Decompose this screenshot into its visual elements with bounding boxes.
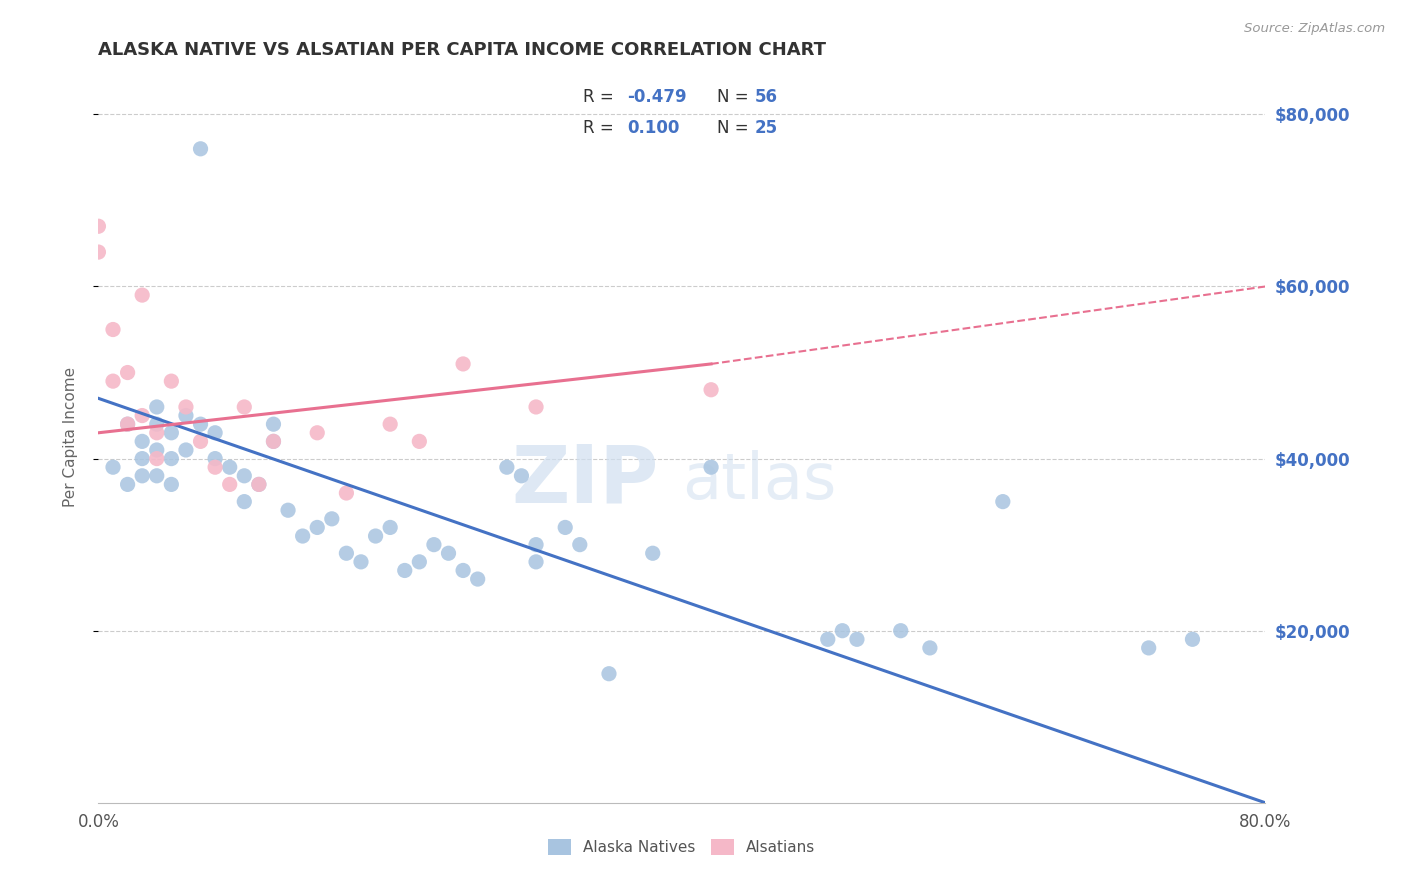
Point	[918, 640, 941, 655]
Point	[831, 624, 853, 638]
Point	[524, 555, 547, 569]
Point	[160, 477, 183, 491]
Point	[87, 245, 110, 260]
Point	[87, 219, 110, 234]
Point	[451, 357, 474, 371]
Point	[204, 451, 226, 466]
Point	[101, 460, 124, 475]
Point	[101, 322, 124, 336]
Point	[131, 288, 153, 302]
Point	[408, 434, 430, 449]
Point	[190, 434, 212, 449]
Point	[524, 400, 547, 414]
Text: R =: R =	[582, 88, 619, 106]
Point	[451, 564, 474, 578]
Point	[700, 460, 723, 475]
Point	[307, 425, 329, 440]
Text: 0.100: 0.100	[627, 120, 679, 137]
Y-axis label: Per Capita Income: Per Capita Income	[63, 367, 77, 508]
Text: 25: 25	[754, 120, 778, 137]
Point	[291, 529, 314, 543]
Point	[510, 468, 533, 483]
Point	[204, 425, 226, 440]
Point	[380, 520, 402, 534]
Point	[364, 529, 387, 543]
Point	[146, 451, 169, 466]
Point	[146, 468, 169, 483]
Point	[247, 477, 270, 491]
Text: N =: N =	[717, 88, 754, 106]
Point	[437, 546, 460, 560]
Text: ALASKA NATIVE VS ALSATIAN PER CAPITA INCOME CORRELATION CHART: ALASKA NATIVE VS ALSATIAN PER CAPITA INC…	[98, 41, 827, 59]
Text: 56: 56	[754, 88, 778, 106]
Point	[131, 434, 153, 449]
Text: R =: R =	[582, 120, 624, 137]
Point	[117, 366, 139, 380]
Text: ZIP: ZIP	[512, 442, 658, 520]
Point	[218, 460, 240, 475]
Point	[496, 460, 519, 475]
Point	[335, 546, 357, 560]
Point	[146, 442, 169, 457]
Point	[262, 434, 284, 449]
Point	[817, 632, 839, 647]
Point	[277, 503, 299, 517]
Point	[233, 494, 256, 508]
Point	[160, 451, 183, 466]
Point	[598, 666, 620, 681]
Point	[218, 477, 240, 491]
Point	[233, 468, 256, 483]
Point	[321, 512, 343, 526]
Point	[1137, 640, 1160, 655]
Point	[1181, 632, 1204, 647]
Point	[524, 538, 547, 552]
Point	[890, 624, 912, 638]
Point	[174, 400, 197, 414]
Text: -0.479: -0.479	[627, 88, 686, 106]
Point	[700, 383, 723, 397]
Legend: Alaska Natives, Alsatians: Alaska Natives, Alsatians	[543, 833, 821, 861]
Point	[350, 555, 373, 569]
Point	[262, 434, 284, 449]
Point	[408, 555, 430, 569]
Point	[247, 477, 270, 491]
Point	[174, 442, 197, 457]
Point	[131, 409, 153, 423]
Point	[174, 409, 197, 423]
Point	[204, 460, 226, 475]
Text: atlas: atlas	[682, 450, 837, 512]
Point	[335, 486, 357, 500]
Point	[131, 468, 153, 483]
Point	[146, 425, 169, 440]
Point	[101, 374, 124, 388]
Text: Source: ZipAtlas.com: Source: ZipAtlas.com	[1244, 22, 1385, 36]
Point	[846, 632, 869, 647]
Point	[190, 417, 212, 432]
Point	[568, 538, 591, 552]
Point	[160, 425, 183, 440]
Point	[146, 417, 169, 432]
Point	[131, 451, 153, 466]
Point	[554, 520, 576, 534]
Text: N =: N =	[717, 120, 754, 137]
Point	[641, 546, 664, 560]
Point	[160, 374, 183, 388]
Point	[394, 564, 416, 578]
Point	[190, 142, 212, 156]
Point	[117, 417, 139, 432]
Point	[991, 494, 1014, 508]
Point	[146, 400, 169, 414]
Point	[307, 520, 329, 534]
Point	[467, 572, 489, 586]
Point	[423, 538, 446, 552]
Point	[233, 400, 256, 414]
Point	[117, 417, 139, 432]
Point	[262, 417, 284, 432]
Point	[117, 477, 139, 491]
Point	[380, 417, 402, 432]
